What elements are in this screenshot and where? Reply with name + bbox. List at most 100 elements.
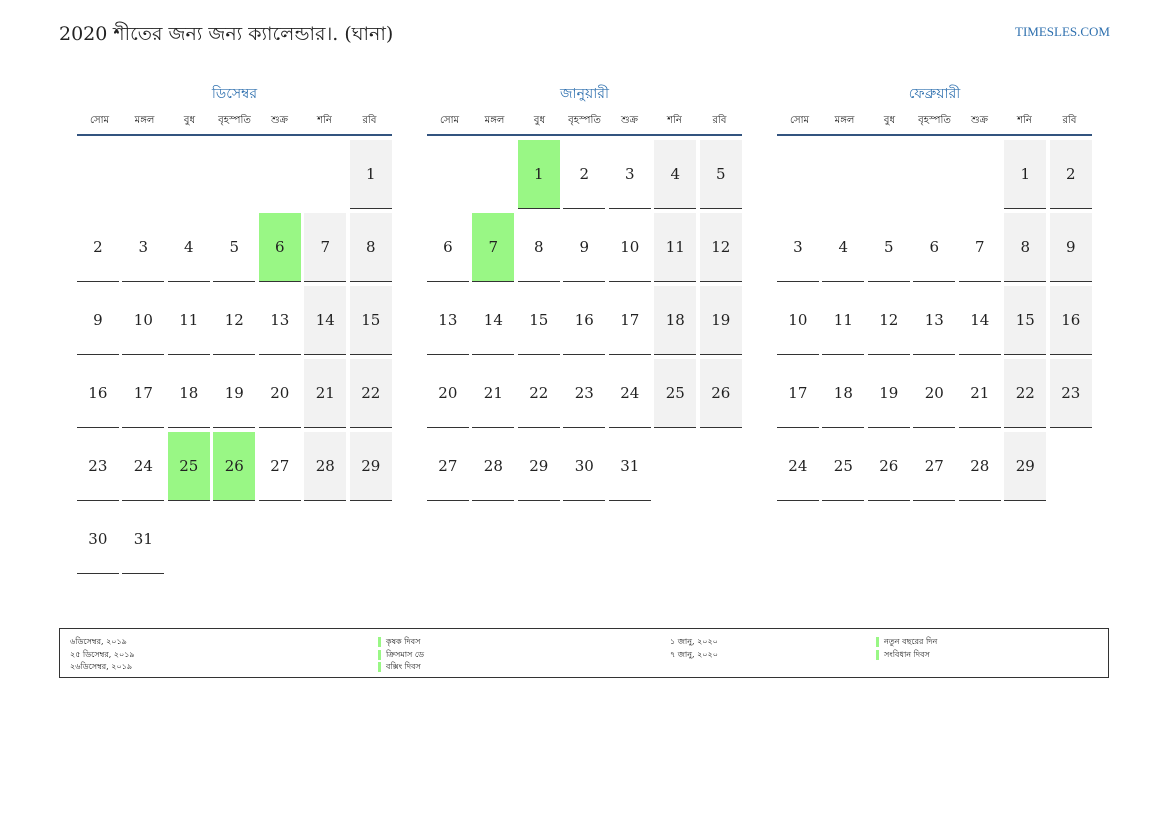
weekday-header: সোম মঙ্গল বুধ বৃহস্পতি শুক্র শনি রবি: [777, 106, 1092, 136]
day-cell[interactable]: 8: [1004, 213, 1047, 282]
empty-cell: [259, 140, 301, 209]
day-cell[interactable]: 25: [654, 359, 697, 428]
day-cell[interactable]: 18: [822, 359, 865, 428]
day-cell[interactable]: 11: [822, 286, 865, 355]
day-cell[interactable]: 31: [122, 505, 165, 574]
day-cell[interactable]: 23: [77, 432, 119, 501]
day-cell[interactable]: 4: [654, 140, 697, 209]
day-cell[interactable]: 6: [427, 213, 469, 282]
day-cell[interactable]: 11: [654, 213, 697, 282]
day-cell[interactable]: 12: [699, 213, 742, 282]
day-cell[interactable]: 26: [867, 432, 910, 501]
day-cell[interactable]: 15: [1004, 286, 1047, 355]
day-cell[interactable]: 21: [958, 359, 1001, 428]
day-cell[interactable]: 4: [822, 213, 865, 282]
day-cell[interactable]: 31: [608, 432, 651, 501]
day-cell[interactable]: 23: [563, 359, 606, 428]
day-cell[interactable]: 21: [472, 359, 515, 428]
day-cell[interactable]: 18: [167, 359, 210, 428]
day-cell[interactable]: 14: [958, 286, 1001, 355]
day-cell[interactable]: 28: [472, 432, 515, 501]
day-cell[interactable]: 29: [517, 432, 560, 501]
day-cell[interactable]: 28: [958, 432, 1001, 501]
day-cell[interactable]: 30: [77, 505, 119, 574]
day-cell[interactable]: 3: [608, 140, 651, 209]
day-cell[interactable]: 2: [563, 140, 606, 209]
day-cell[interactable]: 20: [427, 359, 469, 428]
day-cell[interactable]: 29: [349, 432, 392, 501]
day-cell[interactable]: 18: [654, 286, 697, 355]
holiday-day-cell[interactable]: 26: [213, 432, 256, 501]
day-cell[interactable]: 3: [122, 213, 165, 282]
day-cell[interactable]: 27: [258, 432, 301, 501]
day-cell[interactable]: 8: [517, 213, 560, 282]
holiday-day-cell[interactable]: 6: [258, 213, 301, 282]
day-cell[interactable]: 13: [913, 286, 956, 355]
day-cell[interactable]: 16: [563, 286, 606, 355]
day-cell[interactable]: 23: [1049, 359, 1092, 428]
empty-cell: [304, 140, 346, 209]
day-cell[interactable]: 30: [563, 432, 606, 501]
day-cell[interactable]: 17: [122, 359, 165, 428]
day-cell[interactable]: 10: [777, 286, 819, 355]
day-cell[interactable]: 19: [699, 286, 742, 355]
day-cell[interactable]: 27: [913, 432, 956, 501]
day-cell[interactable]: 3: [777, 213, 819, 282]
day-cell[interactable]: 2: [77, 213, 119, 282]
day-cell[interactable]: 5: [699, 140, 742, 209]
day-cell[interactable]: 16: [77, 359, 119, 428]
holiday-day-cell[interactable]: 7: [472, 213, 515, 282]
day-cell[interactable]: 24: [122, 432, 165, 501]
weekday-label: শনি: [317, 115, 332, 126]
day-cell[interactable]: 24: [608, 359, 651, 428]
holiday-day-cell[interactable]: 1: [517, 140, 560, 209]
day-cell[interactable]: 22: [349, 359, 392, 428]
day-cell[interactable]: 20: [913, 359, 956, 428]
day-cell[interactable]: 13: [258, 286, 301, 355]
day-cell[interactable]: 7: [304, 213, 347, 282]
day-cell[interactable]: 29: [1004, 432, 1047, 501]
day-cell[interactable]: 9: [563, 213, 606, 282]
day-cell[interactable]: 5: [213, 213, 256, 282]
holiday-day-cell[interactable]: 25: [167, 432, 210, 501]
day-cell[interactable]: 13: [427, 286, 469, 355]
day-cell[interactable]: 10: [608, 213, 651, 282]
day-cell[interactable]: 8: [349, 213, 392, 282]
day-cell[interactable]: 2: [1049, 140, 1092, 209]
day-cell[interactable]: 9: [1049, 213, 1092, 282]
month-name: ফেব্রুয়ারী: [908, 86, 961, 102]
day-cell[interactable]: 21: [304, 359, 347, 428]
day-cell[interactable]: 1: [1004, 140, 1047, 209]
day-cell[interactable]: 17: [777, 359, 819, 428]
site-link[interactable]: TIMESLES.COM: [1015, 24, 1110, 39]
day-cell[interactable]: 15: [349, 286, 392, 355]
day-cell[interactable]: 19: [867, 359, 910, 428]
day-cell[interactable]: 25: [822, 432, 865, 501]
day-cell[interactable]: 5: [867, 213, 910, 282]
day-cell[interactable]: 6: [913, 213, 956, 282]
day-cell[interactable]: 14: [472, 286, 515, 355]
day-cell[interactable]: 15: [517, 286, 560, 355]
weekday-label: সোম: [439, 115, 460, 126]
weekday-label: শনি: [667, 115, 682, 126]
weekday-label: মঙ্গল: [134, 115, 155, 126]
day-cell[interactable]: 1: [349, 140, 392, 209]
day-cell[interactable]: 12: [867, 286, 910, 355]
day-cell[interactable]: 26: [699, 359, 742, 428]
day-cell[interactable]: 22: [517, 359, 560, 428]
day-cell[interactable]: 4: [167, 213, 210, 282]
day-cell[interactable]: 16: [1049, 286, 1092, 355]
day-cell[interactable]: 28: [304, 432, 347, 501]
day-cell[interactable]: 24: [777, 432, 819, 501]
day-cell[interactable]: 17: [608, 286, 651, 355]
day-cell[interactable]: 12: [213, 286, 256, 355]
day-cell[interactable]: 14: [304, 286, 347, 355]
day-cell[interactable]: 27: [427, 432, 469, 501]
day-cell[interactable]: 9: [77, 286, 119, 355]
day-cell[interactable]: 7: [958, 213, 1001, 282]
day-cell[interactable]: 19: [213, 359, 256, 428]
day-cell[interactable]: 22: [1004, 359, 1047, 428]
day-cell[interactable]: 20: [258, 359, 301, 428]
day-cell[interactable]: 10: [122, 286, 165, 355]
day-cell[interactable]: 11: [167, 286, 210, 355]
